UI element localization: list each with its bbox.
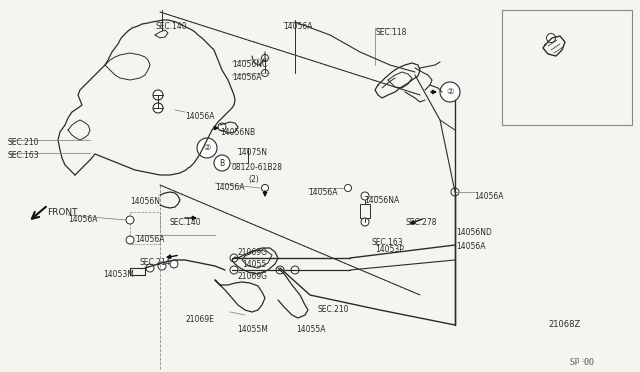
Circle shape (262, 55, 269, 61)
Text: SEC.140: SEC.140 (155, 22, 187, 31)
Text: 14055A: 14055A (296, 325, 326, 334)
Circle shape (361, 218, 369, 226)
Circle shape (214, 155, 230, 171)
Text: 14056N: 14056N (130, 197, 160, 206)
Text: 14056A: 14056A (215, 183, 244, 192)
Text: SP ‧00: SP ‧00 (570, 358, 594, 367)
Text: B: B (220, 158, 225, 167)
Text: 14056NA: 14056NA (364, 196, 399, 205)
Text: 14056A: 14056A (456, 242, 486, 251)
Text: 14056A: 14056A (68, 215, 97, 224)
Text: ②: ② (204, 144, 211, 153)
Circle shape (344, 185, 351, 192)
Text: 14056A: 14056A (185, 112, 214, 121)
Circle shape (361, 192, 369, 200)
Circle shape (126, 236, 134, 244)
Text: SEC.210: SEC.210 (8, 138, 40, 147)
Text: 14053M: 14053M (103, 270, 134, 279)
Text: 14056A: 14056A (135, 235, 164, 244)
Circle shape (262, 70, 269, 77)
Text: 14056NC: 14056NC (232, 60, 268, 69)
Text: 14056A: 14056A (283, 22, 312, 31)
Bar (360, 204, 370, 218)
Text: SEC.163: SEC.163 (372, 238, 404, 247)
Text: (2): (2) (248, 175, 259, 184)
Text: 14055M: 14055M (237, 325, 268, 334)
Text: 14075N: 14075N (237, 148, 267, 157)
Circle shape (230, 254, 238, 262)
Text: 14056A: 14056A (308, 188, 337, 197)
Text: 08120-61B28: 08120-61B28 (232, 163, 283, 172)
Circle shape (291, 266, 299, 274)
Text: 14056A: 14056A (474, 192, 504, 201)
Circle shape (230, 266, 238, 274)
Text: SEC.163: SEC.163 (8, 151, 40, 160)
Text: FRONT: FRONT (47, 208, 77, 217)
Circle shape (170, 260, 178, 268)
Text: 14056NB: 14056NB (220, 128, 255, 137)
Circle shape (547, 33, 556, 42)
Text: SEC.278: SEC.278 (405, 218, 436, 227)
Text: 14055: 14055 (242, 260, 266, 269)
Text: 14056A: 14056A (232, 73, 262, 82)
Text: SP '00: SP '00 (570, 358, 594, 367)
Text: SEC.210: SEC.210 (318, 305, 349, 314)
Text: 21069E: 21069E (186, 315, 215, 324)
Text: 14053P: 14053P (375, 245, 404, 254)
Text: SEC.140: SEC.140 (170, 218, 202, 227)
Circle shape (276, 266, 284, 274)
Text: 21068Z: 21068Z (548, 320, 580, 329)
Circle shape (126, 216, 134, 224)
Text: 14056ND: 14056ND (456, 228, 492, 237)
Bar (130, 212, 160, 244)
Text: SEC.214: SEC.214 (140, 258, 172, 267)
Circle shape (451, 188, 459, 196)
Bar (502, 10, 632, 125)
Text: SEC.118: SEC.118 (375, 28, 406, 37)
Circle shape (197, 138, 217, 158)
Text: ②: ② (446, 87, 454, 96)
Circle shape (153, 90, 163, 100)
Circle shape (440, 82, 460, 102)
Circle shape (153, 103, 163, 113)
Circle shape (146, 264, 154, 272)
Circle shape (262, 185, 269, 192)
Text: 21069G: 21069G (238, 272, 268, 281)
Text: 21069G: 21069G (238, 248, 268, 257)
Circle shape (158, 262, 166, 270)
Circle shape (218, 123, 226, 131)
